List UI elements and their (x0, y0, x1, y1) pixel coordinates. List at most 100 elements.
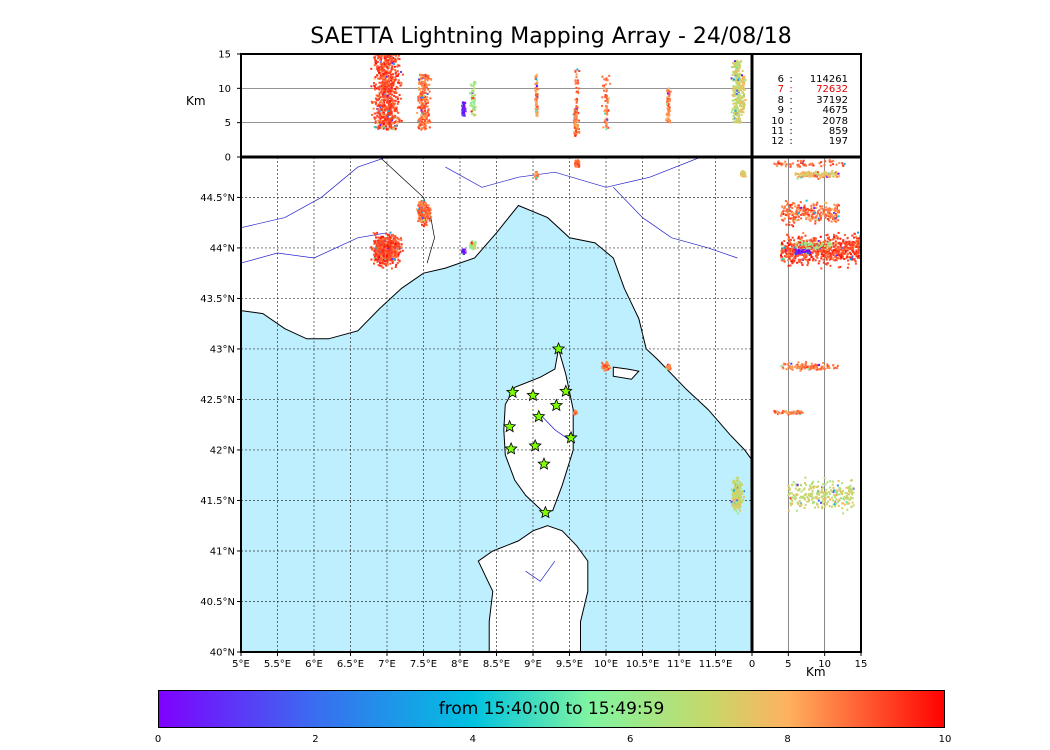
lightning-point-top (374, 88, 376, 91)
lightning-point-side (821, 248, 823, 250)
lightning-point-side (800, 217, 803, 220)
lightning-point-side (828, 213, 831, 216)
lightning-point-top (668, 110, 671, 113)
lightning-point-top (576, 106, 579, 109)
lightning-point-top (534, 108, 537, 111)
lightning-point-side (797, 503, 800, 506)
lightning-point (417, 212, 420, 215)
lightning-point-side (841, 482, 844, 485)
lightning-point-top (395, 106, 398, 109)
lightning-point-top (390, 125, 393, 128)
lightning-point-top (576, 68, 579, 71)
lightning-point-top (393, 91, 396, 93)
lightning-point-side (812, 239, 815, 242)
lightning-point-side (827, 252, 830, 255)
lightning-point-top (416, 111, 419, 114)
lightning-point-side (816, 171, 819, 174)
lightning-point-top (739, 87, 742, 90)
lightning-point-top (603, 78, 606, 81)
lightning-point-side (793, 221, 796, 224)
lightning-point-top (736, 98, 739, 101)
lightning-point-side (791, 207, 794, 209)
lightning-point-top (385, 60, 388, 63)
lightning-point-side (810, 239, 813, 242)
lightning-point (534, 176, 537, 178)
lightning-point-side (789, 366, 792, 369)
lightning-point-top (390, 108, 393, 111)
lightning-point-top (386, 121, 389, 124)
lightning-point-side (801, 249, 804, 252)
lightning-point-top (602, 84, 604, 87)
lightning-point-side (792, 213, 795, 216)
lightning-point-top (424, 125, 427, 127)
lightning-point (737, 490, 740, 493)
lightning-point (471, 243, 474, 246)
lightning-point-top (380, 88, 383, 91)
lightning-point-top (388, 80, 391, 83)
lightning-point-side (811, 241, 814, 244)
lightning-point (373, 248, 376, 251)
lightning-point-top (743, 99, 746, 102)
lightning-point-top (572, 119, 575, 122)
lightning-point-top (393, 65, 396, 68)
lightning-point (730, 500, 733, 503)
lightning-point-top (666, 98, 669, 101)
lightning-point-top (393, 92, 396, 95)
lightning-point-side (853, 244, 856, 247)
lightning-point-top (418, 80, 421, 83)
lightning-point-side (858, 256, 861, 259)
lightning-point-side (845, 486, 848, 489)
lightning-point-side (843, 162, 846, 165)
lightning-point-top (731, 107, 734, 110)
lightning-point-side (839, 246, 842, 249)
lightning-point-top (377, 67, 380, 70)
lightning-point (394, 242, 397, 245)
lightning-point-side (810, 204, 813, 207)
lightning-point (379, 248, 382, 251)
lightning-point-side (789, 497, 792, 500)
lightning-point-top (574, 116, 577, 119)
lightning-point-side (812, 364, 815, 367)
lightning-point-side (827, 250, 830, 253)
lightning-point-top (389, 101, 392, 104)
lightning-point (739, 173, 742, 176)
lightning-point-top (382, 87, 385, 90)
lightning-point-side (805, 244, 808, 247)
lightning-point-side (841, 162, 844, 165)
lightning-point-side (810, 362, 813, 365)
lightning-point-top (732, 120, 735, 123)
lightning-point-side (830, 489, 833, 492)
lightning-point (396, 255, 399, 258)
lightning-point-top (388, 126, 391, 129)
lightning-point-side (820, 214, 823, 217)
lightning-point-side (789, 492, 792, 495)
lightning-point-side (834, 254, 837, 257)
lightning-point-side (855, 240, 858, 243)
lightning-point-top (463, 106, 465, 109)
lightning-point-side (833, 249, 836, 252)
lightning-point-side (857, 248, 860, 251)
lightning-point-top (574, 98, 577, 101)
lightning-point-top (387, 88, 390, 91)
lightning-point-side (819, 250, 822, 253)
lightning-point-side (800, 504, 803, 507)
lightning-point-top (470, 98, 473, 101)
lightning-point-side (846, 236, 849, 239)
lightning-point-top (388, 78, 391, 80)
lightning-point (741, 170, 744, 172)
lightning-point-top (419, 74, 422, 76)
lightning-point-side (805, 256, 807, 259)
lightning-point-top (394, 71, 397, 74)
lightning-point-top (426, 84, 429, 87)
lightning-point-side (840, 497, 842, 500)
lightning-point-side (816, 244, 819, 246)
lightning-point-top (392, 104, 395, 107)
lightning-point (733, 489, 735, 492)
lightning-point-top (380, 57, 383, 60)
lightning-point-top (379, 61, 382, 64)
lightning-point-top (740, 113, 743, 116)
lightning-point-top (420, 90, 422, 93)
lightning-point-top (536, 108, 539, 111)
lightning-point (394, 238, 397, 241)
lightning-point-top (738, 62, 741, 65)
